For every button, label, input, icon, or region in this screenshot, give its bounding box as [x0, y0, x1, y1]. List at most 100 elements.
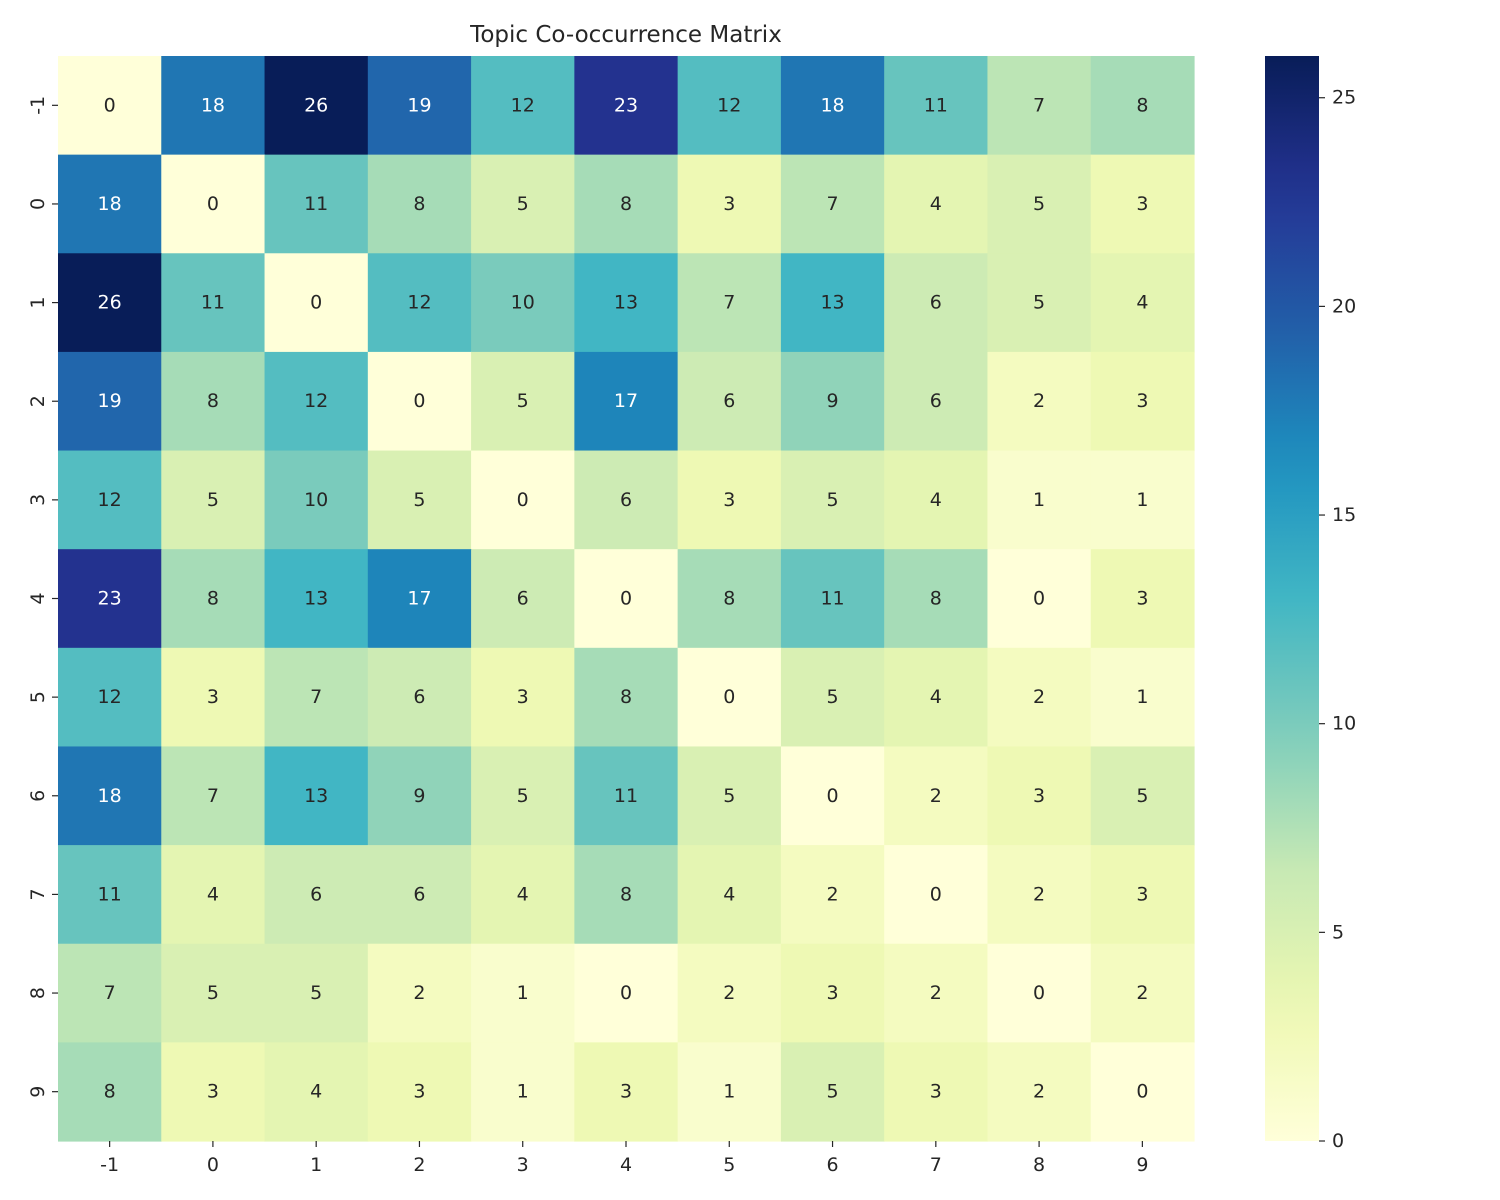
heatmap-cell: [677, 450, 782, 550]
cell-value-label: 3: [826, 982, 838, 1004]
cell-value-label: 10: [304, 489, 328, 511]
cell-value-label: 8: [207, 390, 219, 412]
cell-value-label: 4: [1136, 292, 1148, 314]
cell-value-label: 2: [1136, 982, 1148, 1004]
heatmap-cell: [987, 746, 1092, 846]
cell-value-label: 8: [104, 1081, 116, 1103]
cell-value-label: 0: [723, 686, 735, 708]
heatmap-cell: [574, 154, 679, 254]
colorbar: [1265, 56, 1319, 1141]
x-tick-label: 9: [1136, 1154, 1148, 1176]
cell-value-label: 18: [98, 785, 122, 807]
y-tick-label: 3: [27, 494, 49, 506]
heatmap-cell: [677, 56, 782, 156]
cell-value-label: 5: [826, 686, 838, 708]
heatmap-cell: [1090, 56, 1195, 156]
cell-value-label: 3: [1136, 390, 1148, 412]
heatmap-cell: [58, 549, 162, 649]
heatmap-cell: [471, 943, 575, 1043]
x-tick-label: 5: [723, 1154, 735, 1176]
heatmap-cell: [471, 56, 575, 156]
heatmap-cell: [780, 943, 885, 1043]
cell-value-label: 3: [1136, 588, 1148, 610]
y-tick-label: -1: [27, 96, 49, 115]
cell-value-label: 18: [820, 94, 844, 116]
heatmap-cell: [264, 746, 369, 846]
heatmap-cell: [58, 56, 162, 156]
cell-value-label: 4: [310, 1081, 322, 1103]
cell-value-label: 26: [304, 94, 328, 116]
heatmap-cell: [471, 845, 575, 945]
cell-value-label: 3: [620, 1081, 632, 1103]
cell-value-label: 5: [517, 785, 529, 807]
heatmap-cell: [1090, 845, 1195, 945]
heatmap-cell: [264, 845, 369, 945]
heatmap-cell: [1090, 450, 1195, 550]
cell-value-label: 2: [1033, 883, 1045, 905]
cell-value-label: 8: [1136, 94, 1148, 116]
heatmap-cell: [574, 549, 679, 649]
heatmap-cell: [1090, 943, 1195, 1043]
cell-value-label: 11: [304, 193, 328, 215]
cell-value-label: 1: [1033, 489, 1045, 511]
cell-value-label: 0: [1033, 588, 1045, 610]
cell-value-label: 12: [98, 686, 122, 708]
cell-value-label: 19: [407, 94, 431, 116]
colorbar-tick-label: 20: [1332, 295, 1356, 317]
heatmap-cell: [884, 647, 989, 748]
x-tick-label: 8: [1033, 1154, 1045, 1176]
heatmap-cell: [884, 56, 989, 156]
heatmap-cell: [574, 1042, 679, 1142]
heatmap-cell: [264, 450, 369, 550]
heatmap-cell: [780, 1042, 885, 1142]
cell-value-label: 2: [413, 982, 425, 1004]
heatmap-cell: [884, 845, 989, 945]
heatmap-cell: [264, 154, 369, 254]
cell-value-label: 13: [304, 588, 328, 610]
heatmap-cell: [367, 253, 472, 353]
heatmap-cell: [677, 351, 782, 452]
y-tick-label: 9: [27, 1086, 49, 1098]
y-tick-label: 4: [27, 592, 49, 604]
heatmap-cell: [884, 154, 989, 254]
heatmap-cell: [58, 647, 162, 748]
cell-value-label: 6: [517, 588, 529, 610]
heatmap-cell: [677, 943, 782, 1043]
heatmap-cell: [987, 549, 1092, 649]
cell-value-label: 2: [930, 785, 942, 807]
heatmap-cell: [1090, 647, 1195, 748]
x-tick-label: 1: [310, 1154, 322, 1176]
heatmap-cell: [264, 1042, 369, 1142]
x-tick-label: 2: [413, 1154, 425, 1176]
cell-value-label: 3: [1136, 883, 1148, 905]
heatmap-cell: [471, 154, 575, 254]
cell-value-label: 11: [614, 785, 638, 807]
y-tick-label: 2: [27, 395, 49, 407]
heatmap-cell: [471, 253, 575, 353]
cell-value-label: 5: [1033, 292, 1045, 314]
cell-value-label: 3: [207, 1081, 219, 1103]
cell-value-label: 11: [820, 588, 844, 610]
heatmap-cell: [161, 450, 266, 550]
heatmap-cell: [367, 746, 472, 846]
heatmap-cell: [161, 253, 266, 353]
chart-title: Topic Co-occurrence Matrix: [469, 22, 782, 48]
colorbar-tick-label: 0: [1332, 1130, 1344, 1152]
heatmap-cell: [471, 746, 575, 846]
cell-value-label: 0: [310, 292, 322, 314]
cell-value-label: 2: [1033, 1081, 1045, 1103]
cell-value-label: 3: [207, 686, 219, 708]
heatmap-cell: [987, 1042, 1092, 1142]
heatmap-cell: [161, 351, 266, 452]
cell-value-label: 3: [1136, 193, 1148, 215]
cell-value-label: 0: [413, 390, 425, 412]
heatmap-cell: [574, 943, 679, 1043]
x-tick-label: 0: [207, 1154, 219, 1176]
cell-value-label: 3: [1033, 785, 1045, 807]
cell-value-label: 18: [201, 94, 225, 116]
cell-value-label: 0: [517, 489, 529, 511]
heatmap-cell: [58, 450, 162, 550]
x-tick-label: 6: [826, 1154, 838, 1176]
cell-value-label: 8: [930, 588, 942, 610]
heatmap-cell: [264, 253, 369, 353]
